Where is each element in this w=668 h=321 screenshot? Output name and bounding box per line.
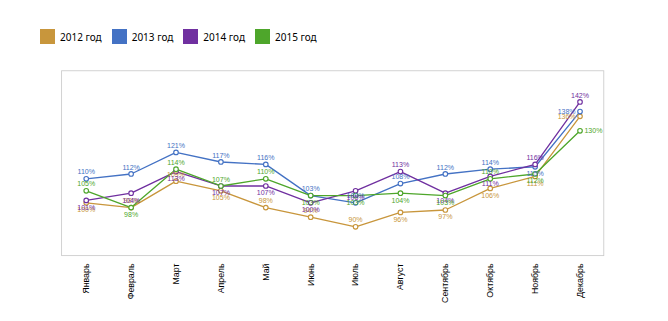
svg-text:Октябрь: Октябрь — [485, 263, 495, 298]
svg-text:Ноябрь: Ноябрь — [530, 263, 540, 294]
svg-text:105%: 105% — [211, 194, 230, 202]
svg-text:Февраль: Февраль — [126, 263, 136, 299]
svg-text:Декабрь: Декабрь — [575, 263, 585, 298]
svg-text:Июнь: Июнь — [305, 263, 315, 286]
svg-text:Июль: Июль — [350, 263, 360, 286]
svg-text:98%: 98% — [259, 197, 273, 204]
svg-text:116%: 116% — [526, 154, 543, 161]
svg-text:100%: 100% — [302, 206, 320, 213]
svg-text:136%: 136% — [557, 112, 576, 120]
svg-text:97%: 97% — [438, 213, 452, 220]
svg-text:114%: 114% — [167, 159, 184, 166]
svg-text:104%: 104% — [391, 197, 409, 204]
svg-text:Май: Май — [261, 263, 271, 280]
svg-text:113%: 113% — [392, 161, 409, 168]
svg-text:110%: 110% — [481, 168, 498, 175]
svg-text:Сентябрь: Сентябрь — [440, 263, 450, 303]
svg-text:107%: 107% — [257, 189, 275, 196]
html-text:2013 год: 2013 год — [131, 29, 174, 44]
svg-text:101%: 101% — [77, 204, 95, 211]
svg-text:107%: 107% — [212, 189, 230, 196]
svg-text:111%: 111% — [482, 180, 499, 187]
svg-text:117%: 117% — [212, 152, 229, 159]
svg-text:130%: 130% — [584, 127, 602, 134]
html-text:2014 год: 2014 год — [203, 29, 245, 44]
svg-text:103%: 103% — [436, 199, 454, 206]
svg-text:116%: 116% — [257, 154, 274, 161]
svg-text:112%: 112% — [122, 164, 139, 171]
svg-text:90%: 90% — [349, 216, 363, 223]
svg-text:104%: 104% — [122, 197, 140, 204]
svg-text:115%: 115% — [526, 170, 543, 177]
svg-text:105%: 105% — [77, 180, 95, 187]
svg-text:114%: 114% — [481, 159, 498, 166]
svg-text:98%: 98% — [124, 211, 138, 218]
svg-text:112%: 112% — [437, 164, 454, 171]
svg-text:138%: 138% — [558, 108, 576, 115]
html-text:2012 год: 2012 год — [60, 29, 102, 44]
svg-text:Январь: Январь — [81, 263, 91, 294]
svg-text:121%: 121% — [167, 142, 185, 149]
svg-text:96%: 96% — [393, 216, 407, 223]
svg-text:108%: 108% — [391, 173, 409, 180]
svg-text:106%: 106% — [481, 192, 499, 199]
svg-text:Апрель: Апрель — [216, 263, 226, 293]
svg-text:103%: 103% — [347, 199, 365, 206]
svg-text:110%: 110% — [77, 168, 94, 175]
svg-text:Март: Март — [171, 264, 181, 285]
html-text:2015 год: 2015 год — [275, 29, 317, 44]
svg-text:Август: Август — [395, 264, 405, 290]
svg-text:110%: 110% — [257, 168, 274, 175]
svg-text:142%: 142% — [571, 92, 589, 99]
svg-text:105%: 105% — [346, 194, 365, 202]
svg-text:107%: 107% — [212, 176, 230, 183]
svg-text:113%: 113% — [167, 175, 184, 182]
svg-text:112%: 112% — [526, 177, 543, 184]
svg-text:103%: 103% — [302, 185, 320, 192]
svg-text:103%: 103% — [302, 199, 320, 206]
